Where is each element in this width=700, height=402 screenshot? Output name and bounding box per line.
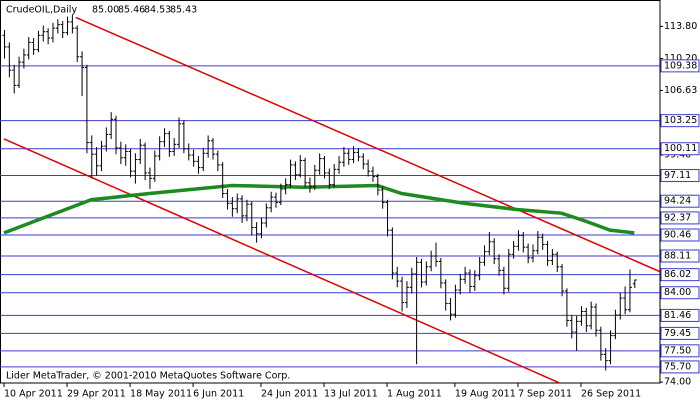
chart-title: CrudeOIL,Daily: [6, 5, 77, 16]
level-label-box: [660, 211, 700, 225]
level-label-box: [660, 344, 700, 358]
level-label: 94.24: [664, 196, 691, 207]
level-label: 75.70: [664, 361, 691, 372]
level-label-box: [660, 326, 700, 340]
level-label-box: [660, 194, 700, 208]
x-tick-label: 1 Aug 2011: [387, 389, 442, 400]
y-tick-label: 113.80: [664, 21, 697, 32]
x-tick-label: 13 Jul 2011: [324, 389, 378, 400]
y-tick-label: 106.63: [664, 85, 697, 96]
level-label-box: [660, 114, 700, 128]
high-label: 85.46: [118, 5, 145, 16]
moving-average: [3, 183, 635, 235]
level-label: 84.00: [664, 287, 691, 298]
level-label-box: [660, 286, 700, 300]
level-label: 79.45: [664, 328, 691, 339]
credit: Lider MetaTrader, © 2001-2010 MetaQuotes…: [6, 371, 290, 382]
level-label: 103.25: [664, 115, 697, 126]
trendline: [75, 16, 660, 273]
level-label-box: [660, 360, 700, 374]
level-label: 100.11: [664, 143, 697, 154]
level-label-box: [660, 308, 700, 322]
level-label: 81.46: [664, 310, 691, 321]
y-tick-label: 74.00: [664, 377, 691, 388]
x-tick-label: 6 Jun 2011: [193, 389, 244, 400]
level-label: 77.50: [664, 345, 691, 356]
level-label-box: [660, 228, 700, 242]
x-tick-label: 19 Aug 2011: [455, 389, 516, 400]
x-tick-label: 10 Apr 2011: [4, 389, 63, 400]
level-label: 109.38: [664, 60, 697, 71]
level-label-box: [660, 268, 700, 282]
x-tick-label: 24 Jun 2011: [261, 389, 318, 400]
x-tick-label: 18 May 2011: [130, 389, 192, 400]
level-label-box: [660, 59, 700, 73]
level-label: 86.02: [664, 269, 691, 280]
close-label: 85.43: [170, 5, 197, 16]
x-tick-label: 29 Apr 2011: [67, 389, 126, 400]
level-label: 92.37: [664, 212, 691, 223]
plot-area: [0, 14, 660, 383]
level-label: 88.11: [664, 250, 691, 261]
level-label: 90.46: [664, 229, 691, 240]
x-tick-label: 26 Sep 2011: [581, 389, 641, 400]
level-label-box: [660, 169, 700, 183]
low-label: 84.53: [144, 5, 171, 16]
level-label: 97.11: [664, 170, 691, 181]
level-label-box: [660, 142, 700, 156]
plot-frame: [0, 0, 661, 384]
level-label-box: [660, 249, 700, 263]
y-tick-label: 110.20: [664, 53, 697, 64]
trendline: [3, 138, 560, 383]
x-tick-label: 7 Sep 2011: [518, 389, 572, 400]
axes: 113.80110.20106.6399.4074.00109.38103.25…: [3, 21, 700, 400]
open-label: 85.00: [92, 5, 119, 16]
